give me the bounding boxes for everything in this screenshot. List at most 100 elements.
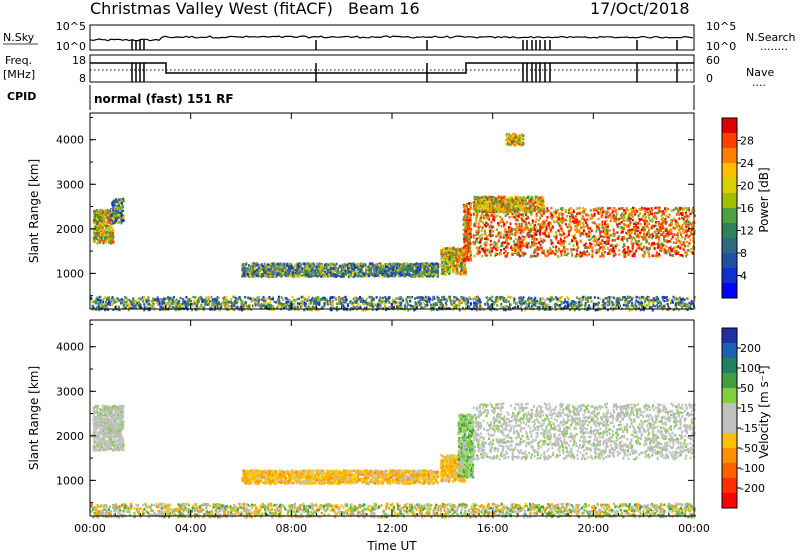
heatmap-cell bbox=[120, 218, 123, 221]
heatmap-cell bbox=[583, 210, 585, 213]
heatmap-cell bbox=[336, 271, 339, 275]
heatmap-cell bbox=[603, 241, 606, 244]
heatmap-cell bbox=[523, 226, 526, 229]
heatmap-cell bbox=[595, 227, 598, 230]
heatmap-cell bbox=[121, 219, 124, 222]
heatmap-cell bbox=[483, 206, 486, 210]
heatmap-cell bbox=[267, 273, 270, 276]
heatmap-cell bbox=[267, 270, 270, 274]
heatmap-cell bbox=[685, 230, 687, 233]
heatmap-cell bbox=[432, 268, 435, 272]
heatmap-cell bbox=[370, 272, 372, 276]
heatmap-cell bbox=[675, 241, 678, 244]
heatmap-cell bbox=[458, 252, 461, 255]
heatmap-cell bbox=[688, 215, 690, 218]
heatmap-cell bbox=[599, 255, 602, 258]
heatmap-cell bbox=[468, 257, 471, 260]
heatmap-cell bbox=[93, 226, 96, 229]
heatmap-cell bbox=[627, 216, 630, 220]
heatmap-cell bbox=[97, 217, 100, 220]
heatmap-cell bbox=[321, 268, 324, 271]
heatmap-cell bbox=[693, 230, 696, 233]
heatmap-cell bbox=[510, 226, 513, 230]
heatmap-cell bbox=[599, 246, 602, 249]
heatmap-cell bbox=[623, 223, 626, 226]
heatmap-cell bbox=[509, 233, 511, 236]
heatmap-cell bbox=[508, 197, 511, 200]
heatmap-cell bbox=[560, 254, 563, 257]
heatmap-cell bbox=[634, 224, 637, 227]
heatmap-cell bbox=[570, 248, 573, 251]
heatmap-cell bbox=[497, 210, 500, 213]
heatmap-cell bbox=[577, 246, 579, 249]
heatmap-cell bbox=[677, 236, 679, 239]
heatmap-cell bbox=[607, 252, 609, 255]
heatmap-cell bbox=[427, 272, 430, 276]
heatmap-cell bbox=[397, 268, 400, 271]
heatmap-cell bbox=[608, 238, 611, 242]
heatmap-cell bbox=[540, 203, 543, 206]
heatmap-cell bbox=[369, 262, 372, 265]
heatmap-cell bbox=[547, 234, 549, 238]
heatmap-cell bbox=[661, 233, 664, 236]
heatmap-cell bbox=[648, 210, 651, 213]
heatmap-cell bbox=[496, 234, 499, 238]
heatmap-cell bbox=[369, 267, 372, 271]
heatmap-cell bbox=[543, 224, 546, 227]
heatmap-cell bbox=[454, 250, 457, 253]
heatmap-cell bbox=[528, 221, 530, 225]
heatmap-cell bbox=[539, 237, 542, 240]
heatmap-cell bbox=[270, 266, 273, 269]
heatmap-cell bbox=[611, 216, 614, 220]
heatmap-cell bbox=[341, 266, 344, 269]
heatmap-cell bbox=[628, 213, 631, 216]
heatmap-cell bbox=[586, 223, 589, 227]
heatmap-cell bbox=[475, 233, 478, 237]
heatmap-cell bbox=[414, 270, 417, 274]
heatmap-cell bbox=[265, 264, 268, 268]
heatmap-cell bbox=[582, 216, 585, 220]
heatmap-cell bbox=[616, 231, 619, 234]
heatmap-cell bbox=[584, 252, 586, 256]
freq-gap-ticks bbox=[131, 63, 678, 82]
heatmap-cell bbox=[525, 217, 528, 220]
heatmap-cell bbox=[97, 236, 100, 239]
heatmap-cell bbox=[623, 255, 626, 258]
heatmap-cell bbox=[617, 224, 620, 228]
heatmap-cell bbox=[462, 228, 465, 232]
heatmap-cell bbox=[489, 253, 492, 257]
heatmap-cell bbox=[383, 265, 386, 269]
heatmap-cell bbox=[468, 225, 471, 228]
heatmap-cell bbox=[651, 224, 654, 228]
heatmap-cell bbox=[581, 210, 584, 214]
heatmap-cell bbox=[576, 223, 579, 227]
heatmap-cell bbox=[428, 275, 431, 278]
heatmap-cell bbox=[615, 220, 618, 223]
heatmap-cell bbox=[489, 229, 492, 232]
heatmap-cell bbox=[494, 247, 497, 250]
heatmap-cell bbox=[371, 266, 373, 269]
heatmap-cell bbox=[479, 201, 482, 204]
heatmap-cell bbox=[667, 240, 670, 243]
heatmap-cell bbox=[647, 251, 650, 254]
heatmap-cell bbox=[112, 203, 115, 206]
heatmap-cell bbox=[637, 214, 640, 217]
heatmap-cell bbox=[464, 248, 467, 251]
heatmap-cell bbox=[653, 247, 656, 250]
heatmap-cell bbox=[523, 219, 526, 222]
heatmap-cell bbox=[453, 254, 456, 258]
heatmap-cell bbox=[449, 249, 452, 252]
heatmap-cell bbox=[495, 248, 498, 252]
heatmap-cell bbox=[488, 215, 491, 218]
heatmap-cell bbox=[104, 215, 106, 218]
heatmap-cell bbox=[691, 247, 694, 250]
heatmap-cell bbox=[535, 233, 538, 236]
heatmap-cell bbox=[112, 230, 115, 233]
heatmap-cell bbox=[93, 232, 96, 235]
heatmap-cell bbox=[676, 237, 678, 241]
heatmap-cell bbox=[514, 228, 517, 231]
heatmap-cell bbox=[486, 213, 489, 217]
heatmap-cell bbox=[468, 238, 471, 242]
heatmap-cell bbox=[118, 204, 121, 208]
heatmap-cell bbox=[560, 211, 563, 215]
